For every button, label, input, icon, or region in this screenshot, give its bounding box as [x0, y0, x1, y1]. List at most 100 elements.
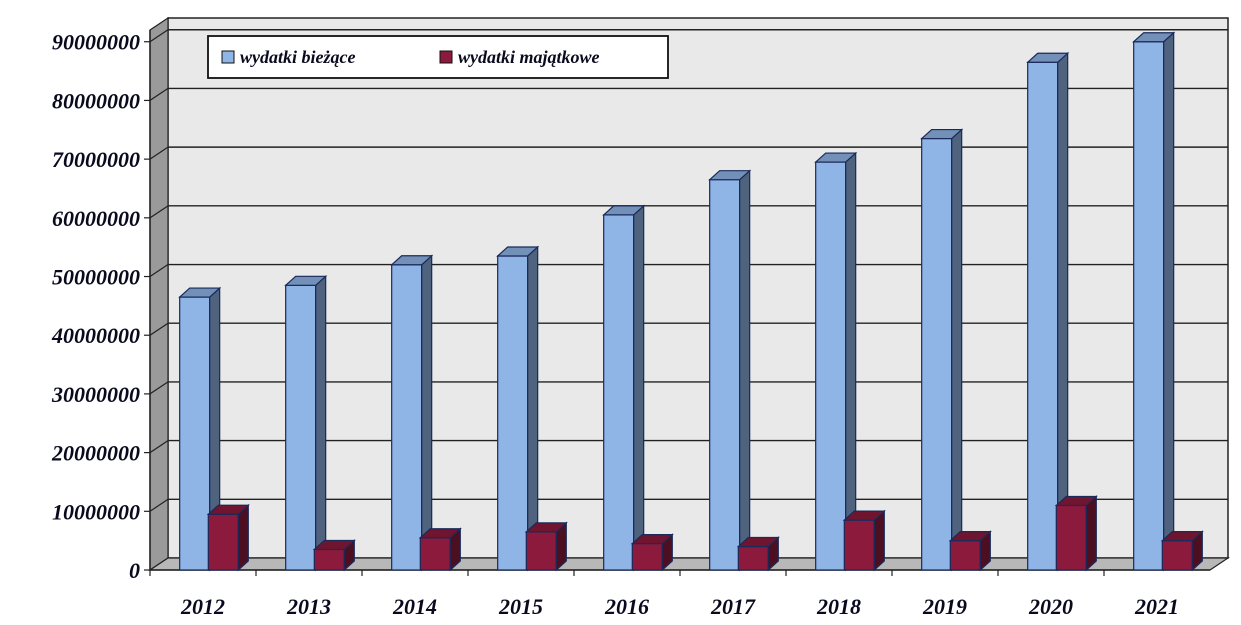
x-tick-label: 2018 — [816, 594, 861, 619]
bar — [1026, 51, 1070, 572]
bar-top — [630, 533, 674, 545]
bar-front — [525, 531, 557, 571]
bar-top — [948, 531, 992, 542]
legend-label: wydatki majątkowe — [458, 47, 600, 67]
bar-front — [179, 296, 211, 571]
bar-front — [1055, 504, 1087, 571]
x-tick-label: 2016 — [604, 594, 649, 619]
bar-top — [842, 510, 886, 521]
bar — [736, 536, 780, 572]
x-axis-ticks: 2012 2013 2014 2015 2016 2017 2018 2019 2020 2021 — [180, 594, 1179, 619]
legend-swatch — [221, 50, 235, 64]
bar-front — [391, 264, 423, 571]
x-tick-label: 2017 — [710, 594, 756, 619]
bar-front — [949, 540, 981, 571]
bar-top — [602, 205, 646, 216]
bar — [418, 527, 462, 572]
y-tick-label: 70000000 — [52, 147, 140, 172]
x-tick-label: 2014 — [392, 594, 437, 619]
bar-side — [1163, 31, 1175, 572]
y-tick-label: 80000000 — [52, 88, 140, 113]
bar — [602, 204, 646, 572]
bar-side — [1057, 51, 1069, 572]
bar-top — [1132, 32, 1176, 43]
bar-front — [843, 519, 875, 571]
bar — [390, 254, 434, 572]
gridline-side — [149, 264, 169, 278]
bar — [1132, 31, 1176, 572]
x-tick-label: 2019 — [922, 594, 967, 619]
bar — [814, 151, 858, 572]
bar-side — [873, 509, 885, 572]
bar-side — [739, 169, 751, 572]
gridline-side — [149, 322, 169, 336]
bar-front — [313, 548, 345, 571]
bar-top — [736, 536, 780, 548]
bar-front — [1133, 41, 1165, 571]
bar-side — [527, 245, 539, 572]
bar-front — [737, 545, 769, 571]
y-axis-ticks: 0 10000000 20000000 30000000 40000000 5000000… — [51, 30, 140, 583]
bar-top — [312, 539, 356, 551]
bar-side — [845, 151, 857, 572]
gridline-side — [149, 440, 169, 454]
bar — [842, 509, 886, 572]
x-tick-label: 2015 — [498, 594, 543, 619]
legend: wydatki bieżące wydatki majątkowe — [207, 35, 669, 79]
x-tick-label: 2013 — [286, 594, 331, 619]
side-wall — [149, 16, 169, 572]
gridline-side — [149, 29, 169, 43]
bar — [496, 245, 540, 572]
bar-front — [709, 179, 741, 571]
bar-front — [1161, 540, 1193, 571]
x-tick-label: 2012 — [180, 594, 225, 619]
bar-top — [496, 246, 540, 257]
bar-front — [285, 284, 317, 571]
bar — [708, 169, 752, 572]
bar-top — [524, 522, 568, 533]
bar — [524, 521, 568, 572]
y-tick-label: 50000000 — [52, 265, 140, 290]
bar — [630, 533, 674, 572]
x-tick-label: 2020 — [1028, 594, 1073, 619]
bar-top — [1026, 52, 1070, 63]
gridline-side — [149, 146, 169, 160]
gridline-side — [149, 498, 169, 512]
gridline-side — [149, 205, 169, 219]
back-wall — [167, 17, 1229, 559]
legend-box — [207, 35, 669, 79]
bar-side — [237, 503, 249, 572]
bar-top — [178, 287, 222, 298]
bar-front — [631, 542, 663, 571]
bar-top — [708, 170, 752, 181]
y-tick-label: 30000000 — [51, 382, 140, 407]
bar — [1160, 530, 1204, 572]
bar-top — [390, 255, 434, 266]
bar-series — [178, 31, 1204, 572]
legend-label: wydatki bieżące — [240, 47, 355, 67]
bar-side — [315, 274, 327, 572]
bar — [948, 530, 992, 572]
bar-front — [419, 537, 451, 571]
y-tick-label: 10000000 — [52, 499, 140, 524]
bar-top — [206, 504, 250, 515]
bar-side — [951, 128, 963, 572]
y-tick-label: 90000000 — [52, 30, 140, 55]
y-tick-label: 60000000 — [52, 206, 140, 231]
bar-front — [207, 513, 239, 571]
bar-front — [497, 255, 529, 571]
bar-side — [1085, 495, 1097, 572]
bar — [312, 539, 356, 572]
bar — [1054, 495, 1098, 572]
bar-top — [1160, 531, 1204, 542]
bar-front — [1027, 61, 1059, 571]
bar-front — [815, 161, 847, 571]
y-tick-label: 0 — [129, 558, 140, 583]
bar-top — [814, 152, 858, 163]
bar-top — [284, 275, 328, 286]
bar-side — [421, 254, 433, 572]
bar — [920, 128, 964, 572]
bar-side — [633, 204, 645, 572]
